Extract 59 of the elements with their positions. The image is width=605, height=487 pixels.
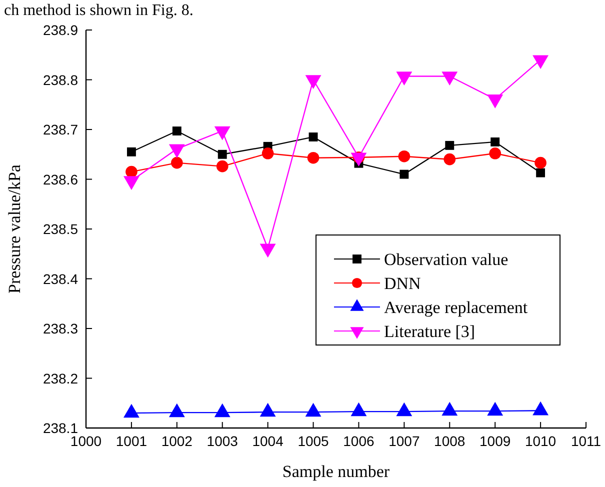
y-tick-label: 238.9 [42, 22, 78, 38]
x-tick-label: 1001 [116, 433, 148, 449]
text: ch method is shown in Fig. 8. [4, 2, 194, 19]
point [307, 152, 320, 164]
point [396, 72, 412, 86]
point [126, 166, 138, 178]
point [262, 147, 274, 160]
x-tick-label: 1002 [161, 433, 193, 449]
point [172, 126, 182, 136]
x-tick-label: 1003 [206, 433, 238, 449]
point [396, 402, 412, 416]
y-tick-label: 238.1 [42, 420, 78, 436]
legend-label: DNN [384, 274, 421, 293]
point [534, 156, 546, 169]
y-tick-label: 238.3 [42, 320, 78, 336]
y-tick-label: 238.4 [42, 270, 78, 287]
legend-label: Average replacement [384, 298, 528, 317]
point [168, 403, 185, 418]
x-tick-label: 1010 [524, 433, 556, 449]
point [444, 153, 456, 166]
y-tick-label: 238.5 [42, 221, 78, 237]
point [214, 403, 230, 418]
legend-label: Observation value [384, 250, 508, 269]
point [123, 404, 140, 418]
point [305, 402, 322, 417]
point [536, 168, 546, 178]
x-tick-label: 1008 [434, 433, 466, 449]
point [490, 137, 500, 146]
point [216, 160, 228, 172]
point [445, 140, 454, 150]
legend-label: Literature [3] [384, 322, 476, 341]
point [442, 72, 458, 86]
point [126, 147, 136, 156]
point [532, 55, 549, 70]
point [350, 402, 367, 416]
x-tick-label: 1007 [388, 433, 420, 449]
point [398, 150, 410, 162]
y-tick-label: 238.6 [42, 171, 78, 188]
point [487, 402, 504, 416]
point [532, 401, 549, 416]
point [305, 75, 322, 89]
point [170, 156, 183, 169]
x-axis-title: Sample number [282, 462, 390, 481]
point [260, 402, 276, 417]
point [308, 132, 318, 142]
y-tick-label: 238.8 [42, 72, 78, 88]
x-tick-label: 1009 [480, 433, 511, 449]
y-tick-label: 238.7 [42, 122, 78, 138]
x-tick-label: 1004 [252, 433, 284, 449]
point [442, 402, 458, 416]
y-tick-label: 238.2 [42, 370, 78, 386]
x-tick-label: 1011 [570, 433, 602, 449]
x-tick-label: 1000 [70, 433, 102, 449]
x-tick-label: 1005 [298, 433, 330, 449]
point [489, 147, 502, 160]
y-axis-title: Pressure value/kPa [5, 164, 24, 294]
point [218, 150, 227, 159]
point [400, 170, 409, 179]
x-tick-label: 1006 [343, 433, 375, 449]
